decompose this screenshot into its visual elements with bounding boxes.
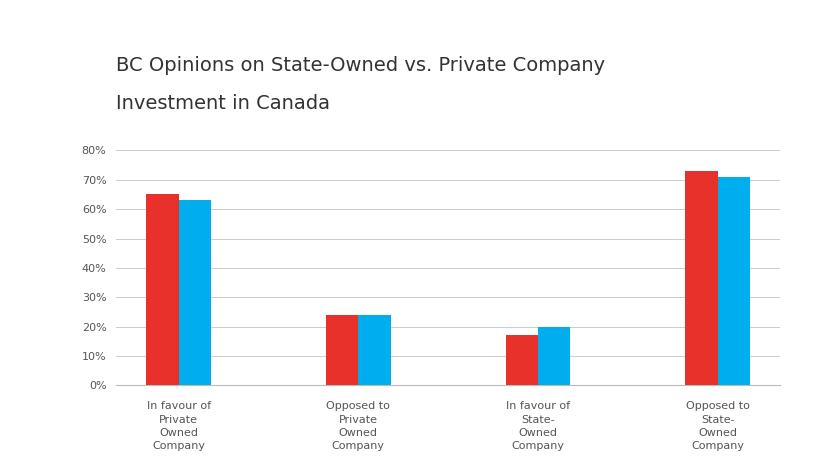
Bar	[146, 195, 178, 385]
Bar	[359, 315, 391, 385]
Text: Investment in Canada: Investment in Canada	[116, 94, 330, 113]
Bar	[178, 200, 211, 385]
Bar	[686, 171, 718, 385]
Bar	[538, 327, 570, 385]
Bar	[505, 336, 538, 385]
Text: BC Opinions on State-Owned vs. Private Company: BC Opinions on State-Owned vs. Private C…	[116, 56, 605, 75]
Bar	[718, 177, 750, 385]
Bar	[326, 315, 359, 385]
